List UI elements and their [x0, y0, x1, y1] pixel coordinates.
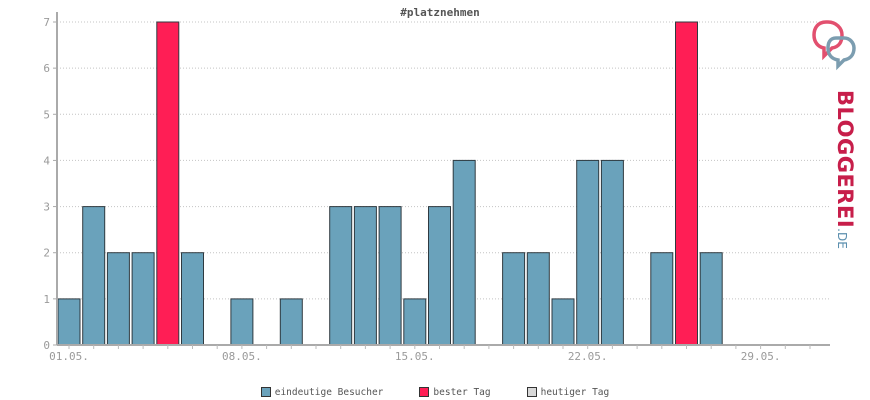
logo-name: BLOGGEREI [833, 90, 857, 229]
bar-chart: #platznehmen 0 1 2 3 4 5 6 7 01.05. 08.05. 15.05. 2… [43, 6, 830, 363]
legend-item-best-day: bester Tag [419, 384, 491, 400]
legend-swatch-today [526, 387, 537, 397]
y-tick-label: 7 [43, 16, 50, 29]
y-tick-label: 4 [43, 154, 50, 167]
visitor-bar [600, 159, 624, 346]
legend-item-today: heutiger Tag [526, 384, 610, 400]
visitor-bar [576, 159, 600, 346]
y-tick-label: 6 [43, 62, 50, 75]
best-day-bar [675, 21, 698, 346]
legend-swatch-visitors [260, 387, 271, 397]
logo-wordmark: BLOGGEREI.DE [833, 90, 857, 249]
visitor-bar [526, 252, 550, 346]
legend-swatch-best-day [419, 387, 430, 397]
bloggerei-logo: BLOGGEREI.DE [812, 18, 862, 249]
y-tick-label: 5 [43, 108, 50, 121]
y-tick-label: 3 [43, 201, 50, 214]
visitor-bar [502, 252, 526, 346]
visitor-bar [452, 159, 476, 346]
legend-label-today: heutiger Tag [540, 386, 610, 398]
visitor-bar [403, 298, 427, 346]
y-tick-label: 2 [43, 247, 50, 260]
y-tick-label: 0 [43, 339, 50, 352]
visitor-bar [551, 298, 575, 346]
legend-label-best-day: bester Tag [433, 386, 491, 398]
visitor-bar [378, 206, 402, 346]
y-tick-label: 1 [43, 293, 50, 306]
visitor-bar [279, 298, 303, 346]
visitor-bar [230, 298, 254, 346]
visitor-bar [82, 206, 106, 346]
visitor-bar [131, 252, 155, 346]
x-tick-label: 15.05. [395, 350, 435, 363]
visitor-bar [57, 298, 81, 346]
legend-label-visitors: eindeutige Besucher [274, 386, 384, 398]
visitor-bar [650, 252, 674, 346]
visitor-bar [181, 252, 204, 346]
legend-item-visitors: eindeutige Besucher [260, 384, 384, 400]
visitor-bar [428, 206, 451, 346]
logo-tld: .DE [835, 228, 849, 249]
x-tick-label: 01.05. [49, 350, 89, 363]
visitor-bar [329, 206, 353, 346]
x-tick-label: 08.05. [222, 350, 262, 363]
chart-legend: eindeutige Besucher bester Tag heutiger … [0, 384, 870, 400]
x-tick-label: 29.05. [741, 350, 781, 363]
speech-bubble-icon [812, 20, 856, 71]
visitor-bar [699, 252, 723, 346]
x-tick-label: 22.05. [568, 350, 608, 363]
chart-title: #platznehmen [400, 6, 479, 19]
visitor-bar [353, 206, 377, 346]
best-day-bar [156, 21, 180, 346]
visitor-bar [106, 252, 130, 346]
